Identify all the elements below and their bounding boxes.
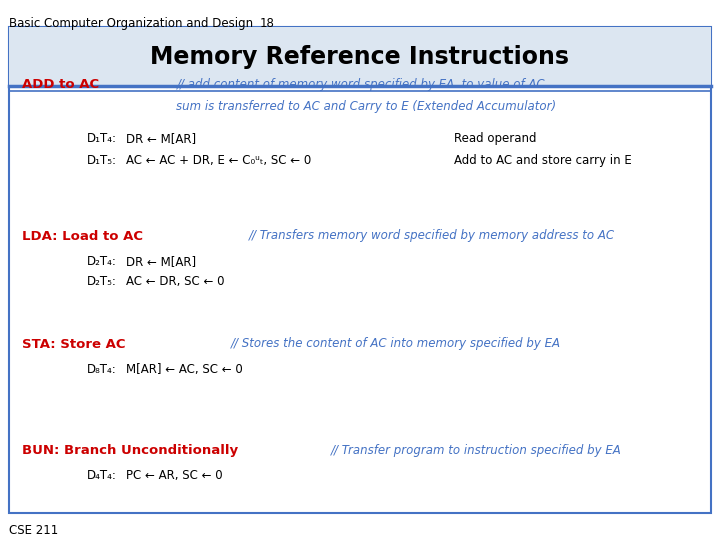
Text: LDA: Load to AC: LDA: Load to AC: [22, 230, 143, 242]
Text: Read operand: Read operand: [454, 132, 536, 145]
Text: D₂T₄:: D₂T₄:: [86, 255, 116, 268]
Text: sum is transferred to AC and Carry to E (Extended Accumulator): sum is transferred to AC and Carry to E …: [176, 100, 557, 113]
Text: D₄T₄:: D₄T₄:: [86, 469, 116, 482]
Text: D₁T₅:: D₁T₅:: [86, 154, 117, 167]
Text: 18: 18: [259, 17, 274, 30]
FancyBboxPatch shape: [9, 27, 711, 513]
Text: DR ← M[AR]: DR ← M[AR]: [126, 132, 196, 145]
Text: Basic Computer Organization and Design: Basic Computer Organization and Design: [9, 17, 253, 30]
Text: M[AR] ← AC, SC ← 0: M[AR] ← AC, SC ← 0: [126, 363, 243, 376]
Text: // Stores the content of AC into memory specified by EA: // Stores the content of AC into memory …: [230, 338, 560, 350]
Text: D₁T₄:: D₁T₄:: [86, 132, 117, 145]
Text: BUN: Branch Unconditionally: BUN: Branch Unconditionally: [22, 444, 238, 457]
Text: AC ← AC + DR, E ← C₀ᵘₜ, SC ← 0: AC ← AC + DR, E ← C₀ᵘₜ, SC ← 0: [126, 154, 311, 167]
Text: AC ← DR, SC ← 0: AC ← DR, SC ← 0: [126, 275, 225, 288]
Text: D₂T₅:: D₂T₅:: [86, 275, 116, 288]
Text: CSE 211: CSE 211: [9, 524, 58, 537]
Text: Memory Reference Instructions: Memory Reference Instructions: [150, 45, 570, 69]
Text: Add to AC and store carry in E: Add to AC and store carry in E: [454, 154, 631, 167]
Text: DR ← M[AR]: DR ← M[AR]: [126, 255, 196, 268]
Text: ADD to AC: ADD to AC: [22, 78, 99, 91]
Text: // Transfers memory word specified by memory address to AC: // Transfers memory word specified by me…: [248, 230, 615, 242]
Text: // Transfer program to instruction specified by EA: // Transfer program to instruction speci…: [331, 444, 622, 457]
Text: D₈T₄:: D₈T₄:: [86, 363, 116, 376]
Text: PC ← AR, SC ← 0: PC ← AR, SC ← 0: [126, 469, 222, 482]
Text: STA: Store AC: STA: Store AC: [22, 338, 125, 350]
FancyBboxPatch shape: [9, 27, 711, 86]
Text: // add content of memory word specified by EA  to value of AC: // add content of memory word specified …: [176, 78, 545, 91]
